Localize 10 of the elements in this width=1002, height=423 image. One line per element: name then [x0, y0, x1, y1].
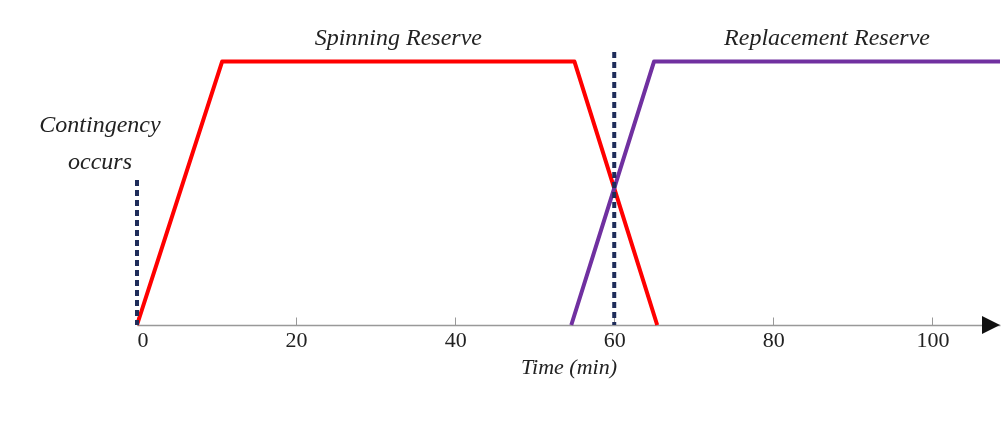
- x-tick-label: 80: [762, 326, 785, 352]
- x-tick-label: 20: [285, 326, 308, 352]
- x-tick-label: 100: [916, 326, 950, 352]
- x-tick-label: 60: [603, 326, 626, 352]
- x-tick-label: 0: [137, 326, 149, 352]
- series-label: Spinning Reserve: [314, 23, 483, 50]
- x-tick-label: 40: [444, 326, 467, 352]
- annotation: Contingency occurs: [39, 111, 161, 174]
- series-label: Replacement Reserve: [723, 23, 931, 50]
- x-axis-title: Time (min): [521, 353, 617, 379]
